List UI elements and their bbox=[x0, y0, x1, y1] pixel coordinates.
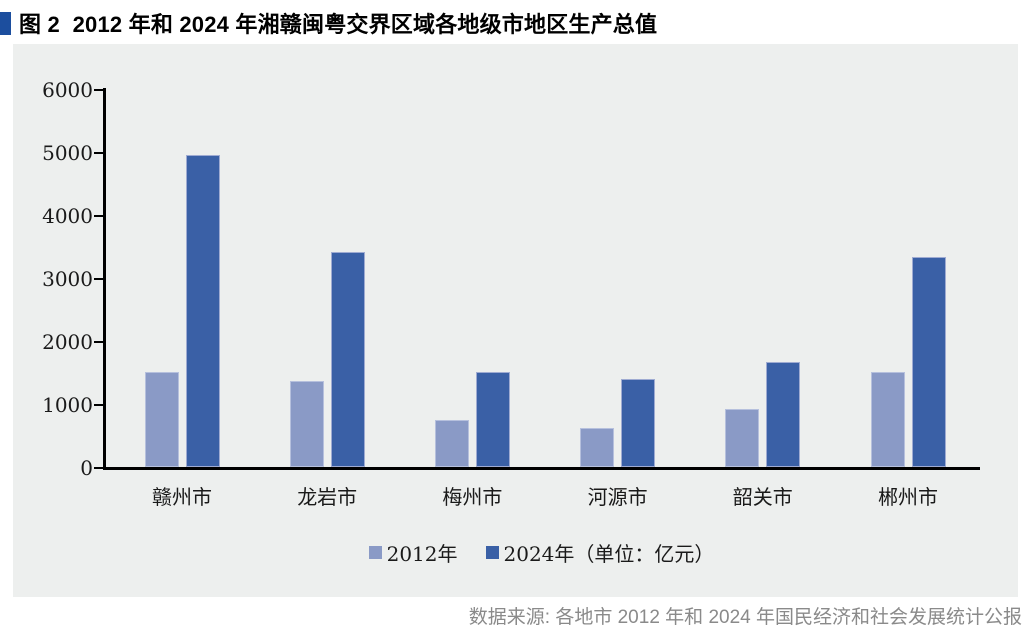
bar-梅州市-2024年 bbox=[475, 372, 510, 467]
y-axis-tick-label: 1000 bbox=[42, 393, 93, 417]
bar-赣州市-2012年 bbox=[144, 372, 179, 467]
y-axis-tick-label: 5000 bbox=[42, 141, 93, 165]
y-axis-tick bbox=[94, 404, 103, 406]
y-axis-tick-label: 4000 bbox=[42, 204, 93, 228]
y-axis-tick-label: 3000 bbox=[42, 267, 93, 291]
bar-赣州市-2024年 bbox=[185, 155, 220, 467]
x-axis-category-label: 梅州市 bbox=[442, 485, 503, 509]
y-axis-tick-label: 0 bbox=[80, 456, 93, 480]
bar-韶关市-2024年 bbox=[766, 362, 801, 467]
legend-item-2012: 2012年 bbox=[368, 538, 458, 567]
legend-item-2024: 2024年（单位：亿元） bbox=[485, 538, 715, 567]
bar-郴州市-2024年 bbox=[911, 257, 946, 467]
x-axis-category-label: 赣州市 bbox=[152, 485, 212, 509]
figure-title-row: 图 2 2012 年和 2024 年湘赣闽粤交界区域各地级市地区生产总值 bbox=[0, 7, 657, 39]
y-axis-tick bbox=[94, 215, 103, 217]
bar-梅州市-2012年 bbox=[434, 420, 469, 467]
title-marker-icon bbox=[0, 11, 11, 35]
legend-label-2024: 2024年（单位：亿元） bbox=[503, 542, 715, 566]
y-axis-tick-label: 6000 bbox=[42, 78, 93, 102]
x-axis-category-label: 河源市 bbox=[587, 485, 648, 509]
x-axis-category-label: 龙岩市 bbox=[297, 485, 358, 509]
x-axis-category-label: 韶关市 bbox=[732, 485, 793, 509]
bar-河源市-2012年 bbox=[580, 428, 615, 467]
bar-河源市-2024年 bbox=[621, 379, 656, 467]
y-axis-tick bbox=[94, 341, 103, 343]
bar-韶关市-2012年 bbox=[725, 409, 760, 467]
y-axis-tick bbox=[94, 89, 103, 91]
legend-swatch-2024-icon bbox=[485, 546, 499, 559]
y-axis-tick bbox=[94, 278, 103, 280]
bar-龙岩市-2012年 bbox=[289, 381, 324, 467]
legend-swatch-2012-icon bbox=[368, 546, 382, 559]
data-source-note: 数据来源: 各地市 2012 年和 2024 年国民经济和社会发展统计公报 bbox=[468, 607, 1022, 628]
bar-郴州市-2012年 bbox=[870, 372, 905, 467]
x-axis-line bbox=[103, 467, 980, 470]
y-axis-tick bbox=[94, 467, 103, 469]
chart-panel: 0 1000 2000 3000 4000 5000 6000 赣州市 龙岩市 梅州市 河源市 韶关市… bbox=[13, 44, 1018, 597]
y-axis-line bbox=[103, 88, 106, 470]
legend-label-2012: 2012年 bbox=[386, 542, 458, 566]
y-axis-tick-label: 2000 bbox=[42, 330, 93, 354]
legend: 2012年 2024年（单位：亿元） bbox=[103, 538, 980, 567]
figure-title: 图 2 2012 年和 2024 年湘赣闽粤交界区域各地级市地区生产总值 bbox=[19, 12, 658, 37]
y-axis-tick bbox=[94, 152, 103, 154]
x-axis-category-label: 郴州市 bbox=[878, 485, 938, 509]
bar-龙岩市-2024年 bbox=[330, 252, 365, 467]
